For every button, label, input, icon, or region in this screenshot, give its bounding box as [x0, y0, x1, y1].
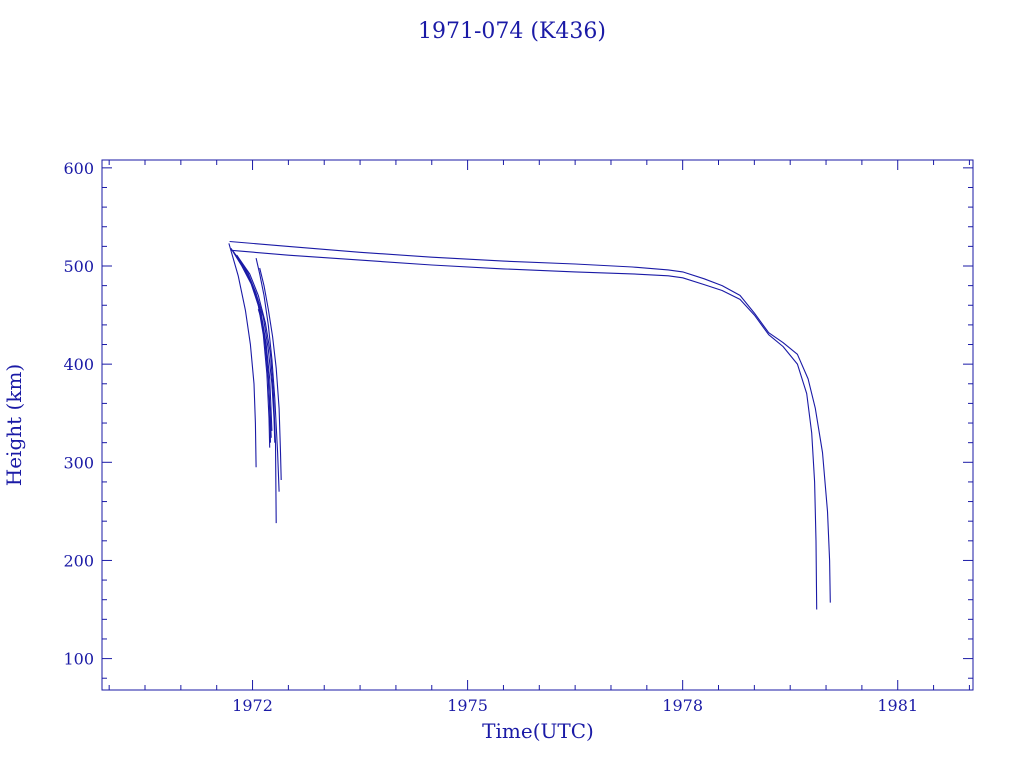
- y-axis-label: Height (km): [2, 364, 26, 486]
- series-line-10: [229, 240, 831, 603]
- y-tick-label: 200: [63, 551, 94, 570]
- x-tick-label: 1978: [662, 696, 703, 715]
- series-line-6: [236, 254, 277, 524]
- series-line-1: [228, 243, 257, 468]
- y-tick-label: 100: [63, 650, 94, 669]
- series-lines: [228, 240, 831, 610]
- x-tick-label: 1981: [877, 696, 918, 715]
- x-axis-label: Time(UTC): [482, 719, 594, 743]
- x-tick-label: 1975: [447, 696, 488, 715]
- y-tick-label: 400: [63, 355, 94, 374]
- series-line-2: [230, 248, 271, 448]
- series-line-4: [233, 251, 273, 431]
- series-line-7: [255, 257, 280, 492]
- series-line-11: [230, 249, 818, 610]
- y-tick-label: 300: [63, 453, 94, 472]
- x-tick-label: 1972: [232, 696, 273, 715]
- chart-title: 1971-074 (K436): [418, 19, 606, 44]
- plot-frame: [101, 159, 974, 691]
- y-tick-label: 500: [63, 257, 94, 276]
- series-line-9: [257, 309, 272, 443]
- series-line-8: [259, 267, 282, 481]
- y-tick-label: 600: [63, 159, 94, 178]
- axis-ticks: 1972 1975 1978 1981 100 200 300 400 500 600: [63, 159, 973, 715]
